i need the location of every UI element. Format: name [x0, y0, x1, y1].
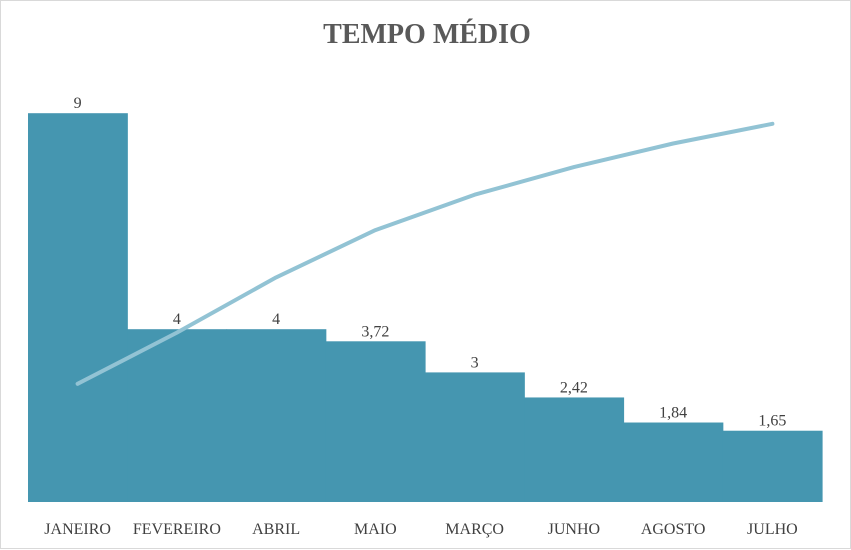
bar-5	[524, 397, 625, 502]
data-label-2: 4	[272, 311, 280, 328]
data-label-0: 9	[74, 95, 82, 112]
data-label-3: 3,72	[361, 323, 389, 340]
x-tick-label-6: AGOSTO	[641, 521, 706, 538]
data-label-5: 2,42	[560, 379, 588, 396]
x-tick-label-7: JULHO	[747, 521, 798, 538]
data-label-1: 4	[173, 311, 181, 328]
x-axis-ticks: JANEIRO FEVEREIRO ABRIL MAIO MARÇO JUNHO AGOST…	[44, 521, 797, 538]
data-label-4: 3	[471, 354, 479, 371]
data-label-7: 1,65	[758, 413, 786, 430]
bar-2	[226, 329, 327, 502]
bar-3	[325, 341, 426, 502]
bar-6	[623, 422, 724, 502]
chart-title: TEMPO MÉDIO	[323, 19, 531, 50]
cumulative-line	[75, 121, 775, 386]
x-tick-label-2: ABRIL	[252, 521, 300, 538]
bar-0	[28, 113, 128, 502]
data-labels-layer: 9 4 4 3,72 3 2,42 1,84 1,65	[74, 95, 787, 430]
bar-1	[127, 329, 228, 502]
bar-7	[722, 430, 823, 502]
bar-4	[425, 372, 525, 502]
data-label-6: 1,84	[659, 405, 687, 422]
x-tick-label-5: JUNHO	[548, 521, 600, 538]
x-tick-label-0: JANEIRO	[44, 521, 111, 538]
x-tick-label-4: MARÇO	[445, 521, 504, 538]
x-tick-label-1: FEVEREIRO	[133, 521, 221, 538]
x-tick-label-3: MAIO	[354, 521, 397, 538]
cumulative-line-layer	[75, 121, 775, 386]
bars-layer	[28, 113, 823, 502]
